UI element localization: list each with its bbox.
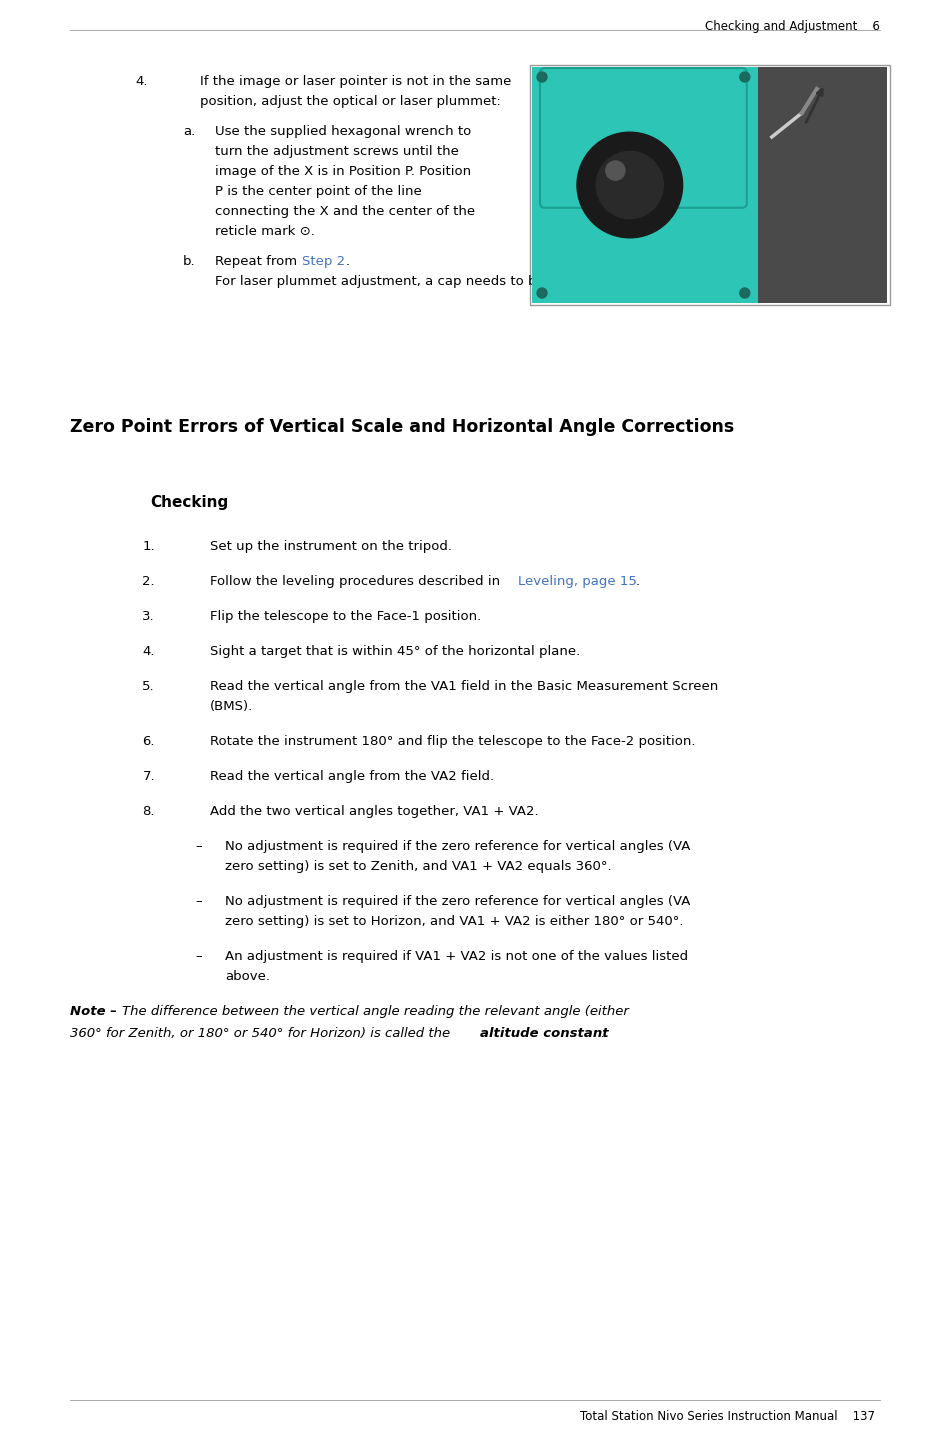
Text: above.: above. (225, 969, 270, 982)
Text: .: . (600, 1027, 604, 1040)
Text: The difference between the vertical angle reading the relevant angle (either: The difference between the vertical angl… (122, 1005, 629, 1018)
Text: Use the supplied hexagonal wrench to: Use the supplied hexagonal wrench to (215, 125, 472, 137)
Text: Set up the instrument on the tripod.: Set up the instrument on the tripod. (210, 540, 452, 553)
Circle shape (605, 160, 625, 180)
Circle shape (537, 72, 547, 82)
Text: Read the vertical angle from the VA2 field.: Read the vertical angle from the VA2 fie… (210, 770, 494, 783)
Circle shape (739, 72, 750, 82)
Text: For laser plummet adjustment, a cap needs to be removed.: For laser plummet adjustment, a cap need… (215, 275, 612, 288)
Text: 6.: 6. (142, 735, 155, 748)
Text: Read the vertical angle from the VA1 field in the Basic Measurement Screen: Read the vertical angle from the VA1 fie… (210, 680, 718, 693)
Text: b.: b. (182, 255, 195, 268)
Text: Checking: Checking (150, 495, 228, 510)
Text: 7.: 7. (142, 770, 155, 783)
Text: 1.: 1. (142, 540, 155, 553)
Circle shape (596, 152, 663, 219)
Text: Follow the leveling procedures described in: Follow the leveling procedures described… (210, 576, 504, 589)
Text: –: – (195, 949, 202, 962)
Text: An adjustment is required if VA1 + VA2 is not one of the values listed: An adjustment is required if VA1 + VA2 i… (225, 949, 688, 962)
FancyBboxPatch shape (540, 67, 747, 208)
Text: Checking and Adjustment    6: Checking and Adjustment 6 (705, 20, 880, 33)
Text: turn the adjustment screws until the: turn the adjustment screws until the (215, 145, 458, 158)
Text: image of the X is in Position P. Position: image of the X is in Position P. Positio… (215, 165, 472, 178)
Text: position, adjust the optical or laser plummet:: position, adjust the optical or laser pl… (200, 95, 501, 107)
Text: Sight a target that is within 45° of the horizontal plane.: Sight a target that is within 45° of the… (210, 644, 580, 657)
Text: altitude constant: altitude constant (480, 1027, 608, 1040)
Text: 8.: 8. (142, 805, 155, 818)
Text: zero setting) is set to Horizon, and VA1 + VA2 is either 180° or 540°.: zero setting) is set to Horizon, and VA1… (225, 915, 684, 928)
Text: No adjustment is required if the zero reference for vertical angles (VA: No adjustment is required if the zero re… (225, 841, 690, 853)
Text: Leveling, page 15: Leveling, page 15 (518, 576, 637, 589)
Text: 360° for Zenith, or 180° or 540° for Horizon) is called the: 360° for Zenith, or 180° or 540° for Hor… (70, 1027, 455, 1040)
Text: 2.: 2. (142, 576, 155, 589)
Text: Total Station Nivo Series Instruction Manual    137: Total Station Nivo Series Instruction Ma… (580, 1411, 875, 1423)
Text: zero setting) is set to Zenith, and VA1 + VA2 equals 360°.: zero setting) is set to Zenith, and VA1 … (225, 861, 612, 874)
Text: Add the two vertical angles together, VA1 + VA2.: Add the two vertical angles together, VA… (210, 805, 538, 818)
Circle shape (537, 288, 547, 298)
Text: Step 2: Step 2 (302, 255, 345, 268)
Circle shape (739, 288, 750, 298)
Circle shape (577, 132, 683, 238)
Text: 5.: 5. (142, 680, 155, 693)
Text: Repeat from: Repeat from (215, 255, 301, 268)
Text: connecting the X and the center of the: connecting the X and the center of the (215, 205, 475, 218)
Text: If the image or laser pointer is not in the same: If the image or laser pointer is not in … (200, 74, 512, 87)
Text: Note –: Note – (70, 1005, 122, 1018)
Text: –: – (195, 895, 202, 908)
Text: .: . (346, 255, 350, 268)
FancyBboxPatch shape (758, 67, 887, 304)
Text: a.: a. (183, 125, 195, 137)
Text: –: – (195, 841, 202, 853)
Text: 3.: 3. (142, 610, 155, 623)
Text: No adjustment is required if the zero reference for vertical angles (VA: No adjustment is required if the zero re… (225, 895, 690, 908)
Text: (BMS).: (BMS). (210, 700, 253, 713)
Text: Zero Point Errors of Vertical Scale and Horizontal Angle Corrections: Zero Point Errors of Vertical Scale and … (70, 418, 735, 435)
Text: P is the center point of the line: P is the center point of the line (215, 185, 421, 198)
Text: Rotate the instrument 180° and flip the telescope to the Face-2 position.: Rotate the instrument 180° and flip the … (210, 735, 696, 748)
Text: 4.: 4. (136, 74, 148, 87)
FancyBboxPatch shape (530, 64, 890, 305)
Text: .: . (636, 576, 640, 589)
Text: reticle mark ⊙.: reticle mark ⊙. (215, 225, 315, 238)
Text: 4.: 4. (142, 644, 155, 657)
Text: Flip the telescope to the Face-1 position.: Flip the telescope to the Face-1 positio… (210, 610, 481, 623)
FancyBboxPatch shape (532, 67, 759, 304)
